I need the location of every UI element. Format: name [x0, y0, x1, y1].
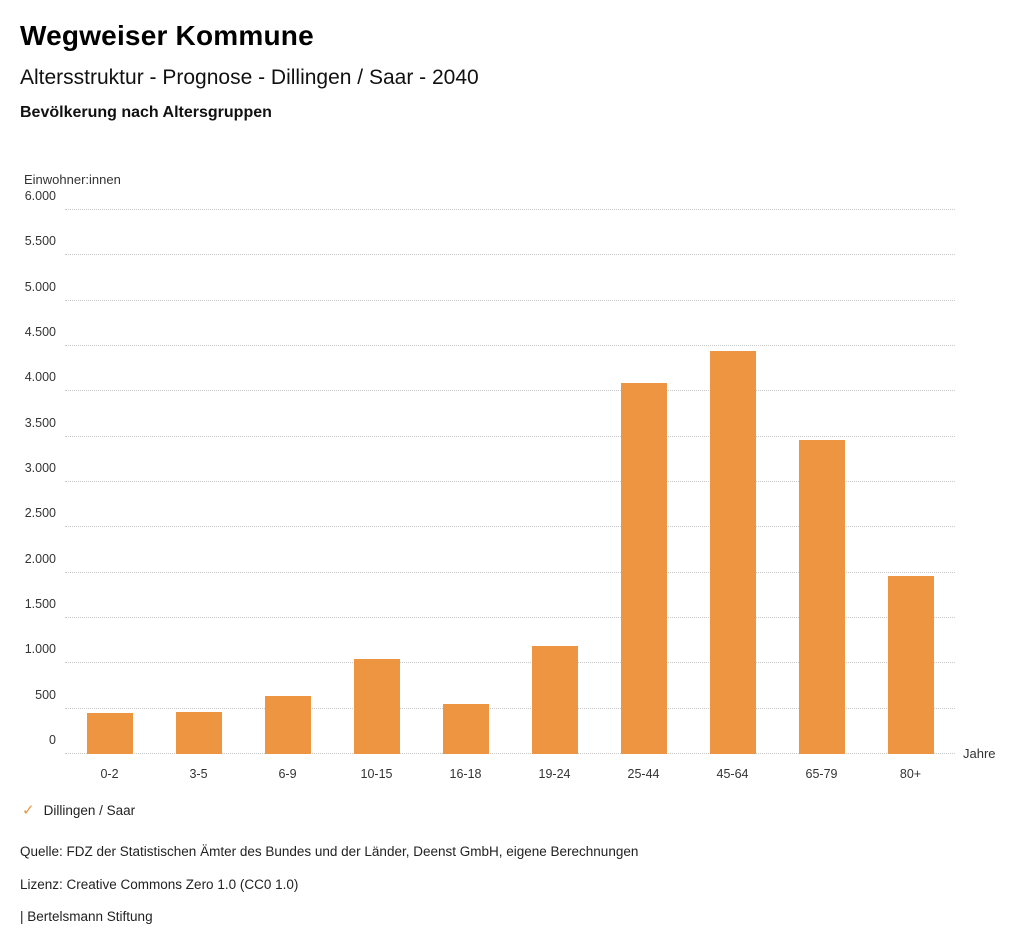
bar-45-64[interactable] — [709, 350, 756, 754]
y-tick-label: 2.000 — [24, 551, 56, 566]
chart-subtitle: Altersstruktur - Prognose - Dillingen / … — [20, 66, 479, 89]
bar-slot — [65, 210, 154, 754]
y-tick-label: 5.500 — [24, 234, 56, 249]
bar-6-9[interactable] — [264, 695, 311, 754]
x-tick-label: 16-18 — [449, 767, 482, 781]
source-text: Quelle: FDZ der Statistischen Ämter des … — [20, 844, 639, 859]
x-tick-label: 10-15 — [360, 767, 393, 781]
y-tick-label: 0 — [49, 733, 56, 747]
bar-slot — [688, 210, 777, 754]
y-tick-label: 4.500 — [24, 325, 56, 339]
gridline — [65, 526, 955, 528]
bar-slot — [332, 210, 421, 754]
gridline — [65, 209, 955, 210]
x-axis-labels: 0-2 3-5 6-9 10-15 16-18 19-24 25-44 45-64 65-79 8… — [65, 767, 955, 781]
bar-slot — [777, 210, 866, 754]
x-tick-label: 80+ — [899, 767, 922, 781]
gridline — [65, 662, 955, 664]
footer: Quelle: FDZ der Statistischen Ämter des … — [20, 844, 1000, 942]
y-tick-label: 1.500 — [24, 597, 56, 611]
legend-item-dillingen-saar[interactable]: ✓ Dillingen / Saar — [22, 803, 135, 818]
x-tick-label: 65-79 — [805, 767, 838, 781]
gridline — [65, 753, 955, 754]
bar-slot — [510, 210, 599, 754]
gridline — [65, 345, 955, 346]
x-tick-label: 3-5 — [189, 767, 208, 781]
bar-80+[interactable] — [887, 576, 934, 754]
gridline — [65, 299, 955, 301]
bar-3-5[interactable] — [175, 712, 222, 754]
page-header: Wegweiser Kommune Altersstruktur - Progn… — [20, 20, 980, 122]
y-axis-title: Einwohner:innen — [24, 172, 121, 187]
y-tick-label: 2.500 — [24, 506, 56, 521]
bar-slot — [243, 210, 332, 754]
gridline — [65, 390, 955, 392]
bar-0-2[interactable] — [86, 713, 133, 754]
x-tick-label: 25-44 — [627, 767, 660, 781]
gridline — [65, 254, 955, 256]
x-tick-label: 45-64 — [716, 767, 749, 781]
bar-slot — [866, 210, 955, 754]
x-axis-title: Jahre — [963, 746, 996, 761]
bar-25-44[interactable] — [620, 383, 667, 754]
bar-10-15[interactable] — [353, 658, 400, 754]
bar-series — [65, 210, 955, 754]
y-tick-label: 5.000 — [24, 279, 56, 294]
legend-label: Dillingen / Saar — [43, 803, 136, 818]
checkmark-icon: ✓ — [22, 802, 35, 819]
attribution-text: | Bertelsmann Stiftung — [20, 909, 153, 924]
bar-slot — [421, 210, 510, 754]
gridline — [65, 571, 955, 573]
y-tick-label: 1.000 — [24, 642, 56, 657]
app-title: Wegweiser Kommune — [20, 20, 314, 51]
gridline — [65, 707, 955, 709]
chart-title: Bevölkerung nach Altersgruppen — [20, 104, 272, 121]
gridline — [65, 617, 955, 618]
bar-16-18[interactable] — [442, 704, 489, 754]
y-tick-label: 4.000 — [24, 370, 56, 385]
x-tick-label: 0-2 — [100, 767, 119, 781]
bar-19-24[interactable] — [531, 646, 578, 754]
y-tick-label: 3.500 — [24, 415, 56, 430]
x-tick-label: 6-9 — [278, 767, 297, 781]
bar-65-79[interactable] — [798, 440, 845, 754]
x-tick-label: 19-24 — [538, 767, 571, 781]
bar-slot — [599, 210, 688, 754]
gridline — [65, 481, 955, 482]
gridline — [65, 435, 955, 437]
y-tick-label: 500 — [35, 687, 56, 702]
y-tick-label: 3.000 — [24, 461, 56, 475]
license-text: Lizenz: Creative Commons Zero 1.0 (CC0 1… — [20, 876, 299, 892]
plot-area: 0 500 1.000 1.500 2.000 2.500 3.000 3.500 4.000 4… — [25, 189, 996, 781]
bar-slot — [154, 210, 243, 754]
y-tick-label: 6.000 — [24, 189, 56, 203]
